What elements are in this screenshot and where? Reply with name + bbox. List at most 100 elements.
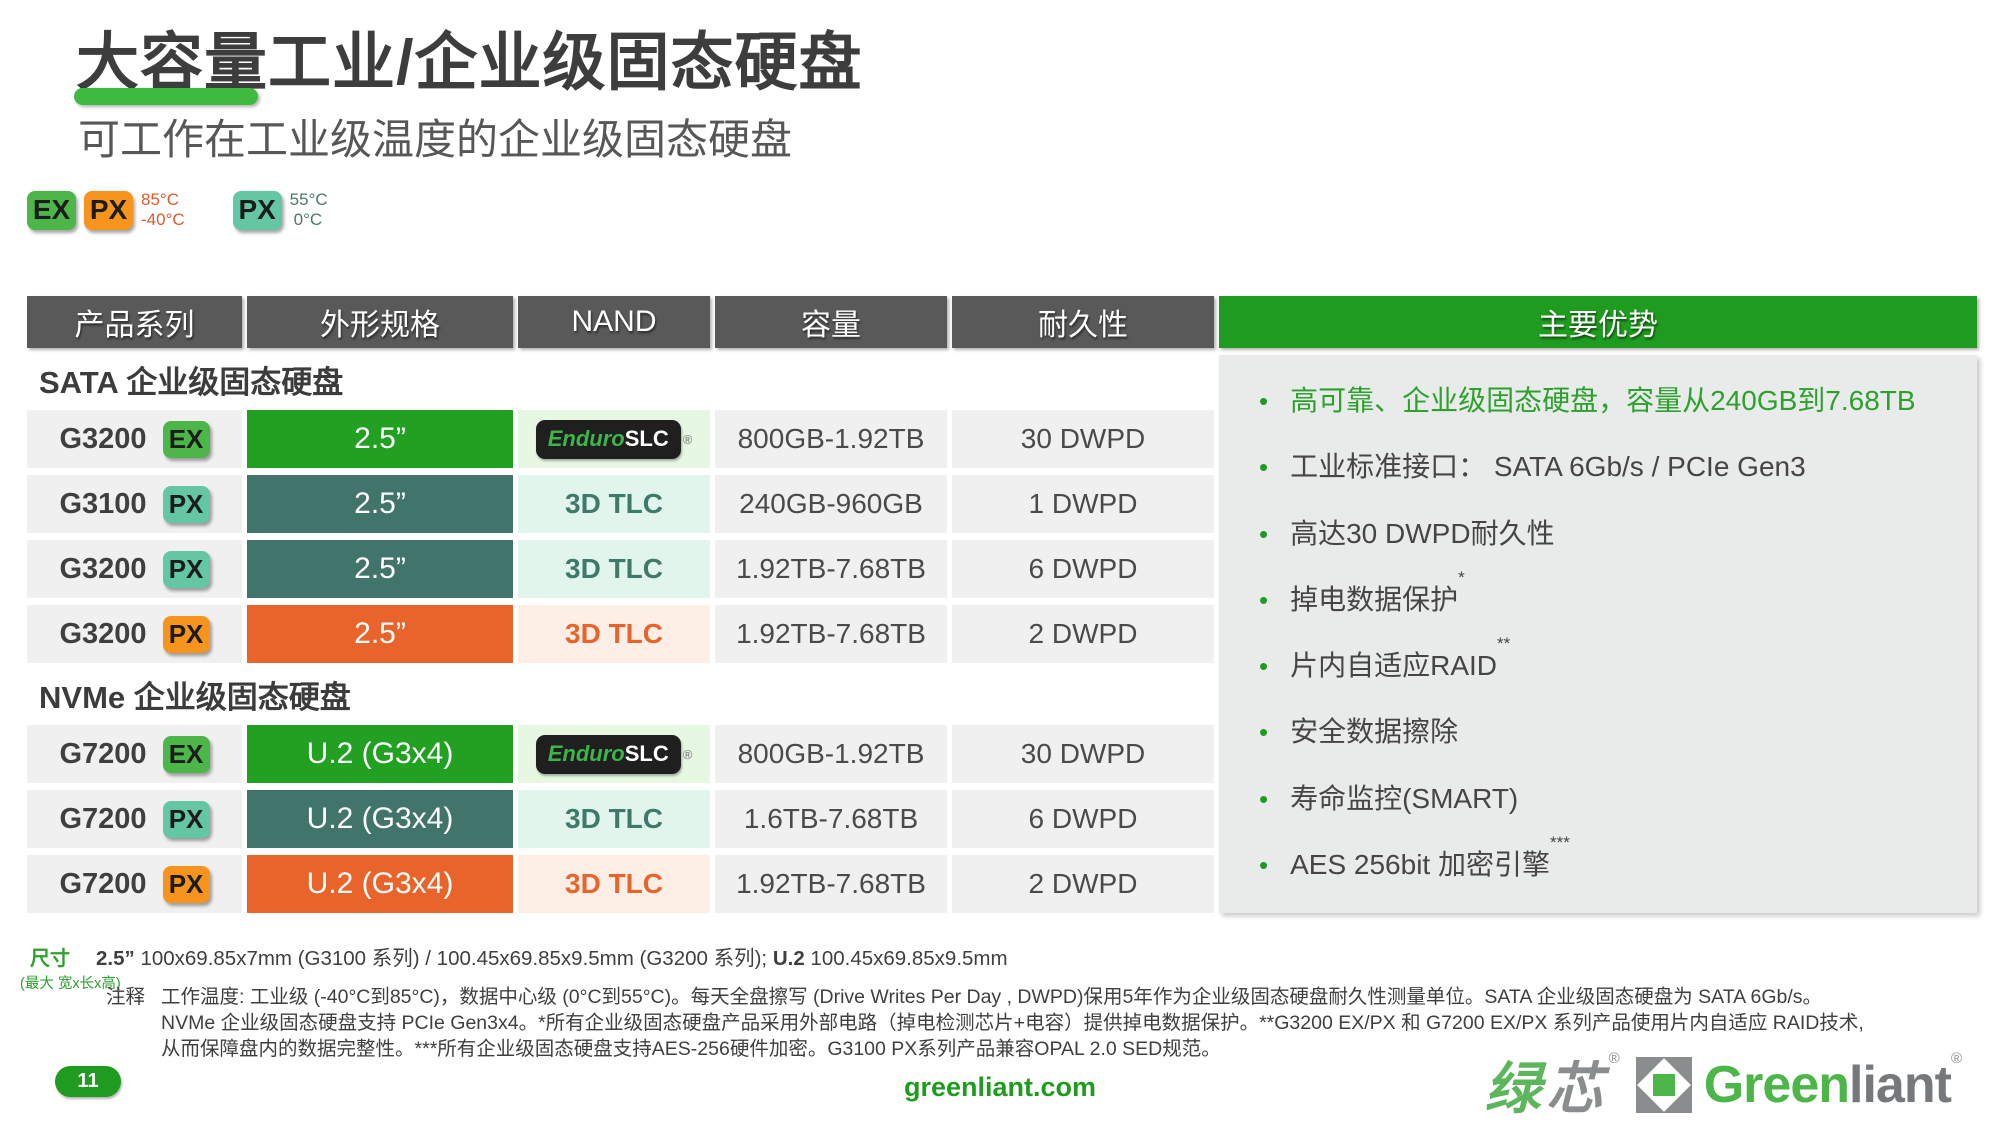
advantage-text: 掉电数据保护* <box>1290 567 1465 615</box>
col-header-nand: NAND <box>518 296 710 348</box>
endurance-cell: 1 DWPD <box>952 475 1214 533</box>
col-header-product-series: 产品系列 <box>27 296 242 348</box>
table-row-product: G3200 PX <box>27 540 242 598</box>
px-badge: PX <box>162 615 210 653</box>
px-datacenter-badge: PX <box>232 190 282 230</box>
product-name: G7200 <box>59 867 147 900</box>
advantage-text: 高达30 DWPD耐久性 <box>1290 517 1555 549</box>
registered-mark: ® <box>682 431 693 447</box>
industrial-temp-range: 85°C -40°C <box>141 190 185 230</box>
logo-english-text: Greenliant <box>1703 1055 1952 1114</box>
datacenter-temp-range: 55°C 0°C <box>290 190 328 230</box>
registered-mark: ® <box>1608 1050 1620 1067</box>
bullet-icon: • <box>1259 452 1269 483</box>
product-name: G7200 <box>59 737 147 770</box>
page-title: 大容量工业/企业级固态硬盘 <box>76 28 863 98</box>
note-line: NVMe 企业级固态硬盘支持 PCIe Gen3x4。*所有企业级固态硬盘产品采… <box>161 1012 1864 1034</box>
bullet-icon: • <box>1259 584 1269 615</box>
product-table: 产品系列 外形规格 NAND 容量 耐久性 主要优势 • 高可靠、企业级固态硬盘… <box>27 296 1977 913</box>
product-name: G3200 <box>59 617 147 650</box>
capacity-cell: 240GB-960GB <box>715 475 947 533</box>
px-badge: PX <box>162 485 210 523</box>
section-label-sata: SATA 企业级固态硬盘 <box>27 355 1214 403</box>
note-line: 工作温度: 工业级 (-40°C到85°C)，数据中心级 (0°C到55°C)。… <box>161 986 1823 1008</box>
product-name: G7200 <box>59 802 147 835</box>
col-header-form-factor: 外形规格 <box>247 296 513 348</box>
capacity-cell: 800GB-1.92TB <box>715 725 947 783</box>
green-square-shape <box>1652 1073 1675 1096</box>
dimensions-sublabel: (最大 宽x长x高) <box>20 976 121 992</box>
greenliant-logo: 绿芯 ® Greenliant ® <box>1485 1044 1962 1125</box>
nand-cell: 3D TLC <box>518 475 710 533</box>
table-row-product: G3100 PX <box>27 475 242 533</box>
notes-text: 工作温度: 工业级 (-40°C到85°C)，数据中心级 (0°C到55°C)。… <box>161 984 1864 1062</box>
ex-badge: EX <box>162 420 210 458</box>
logo-chinese-text: 绿芯 <box>1484 1057 1609 1120</box>
advantage-item: • 高达30 DWPD耐久性 <box>1259 512 1959 552</box>
table-row-product: G3200 EX <box>27 410 242 468</box>
advantage-text: 高可靠、企业级固态硬盘，容量从240GB到7.68TB <box>1290 385 1916 416</box>
website-link[interactable]: greenliant.com <box>903 1072 1097 1102</box>
datacenter-temp-low: 0°C <box>293 210 323 229</box>
table-row-product: G3200 PX <box>27 605 242 663</box>
title-underline-bar <box>74 88 258 105</box>
notes-label: 注释 <box>106 986 146 1008</box>
capacity-cell: 1.92TB-7.68TB <box>715 855 947 913</box>
advantage-item: • AES 256bit 加密引擎*** <box>1259 833 1959 883</box>
industrial-temp-low: -40°C <box>141 210 185 229</box>
note-line: 从而保障盘内的数据完整性。***所有企业级固态硬盘支持AES-256硬件加密。G… <box>161 1038 1221 1060</box>
footnotes: 注释 工作温度: 工业级 (-40°C到85°C)，数据中心级 (0°C到55°… <box>106 984 1864 1062</box>
advantage-text: 安全数据擦除 <box>1290 716 1459 748</box>
form-factor-cell: 2.5” <box>247 540 513 598</box>
temperature-legend: EX PX 85°C -40°C PX 55°C 0°C <box>27 190 328 230</box>
key-advantages-panel: • 高可靠、企业级固态硬盘，容量从240GB到7.68TB • 工业标准接口： … <box>1219 355 1977 913</box>
form-factor-cell: 2.5” <box>247 605 513 663</box>
bullet-icon: • <box>1259 849 1269 880</box>
bullet-icon: • <box>1259 518 1269 549</box>
advantage-text: 片内自适应RAID** <box>1290 634 1511 682</box>
nand-cell: 3D TLC <box>518 855 710 913</box>
dimensions-label: 尺寸 <box>30 948 70 970</box>
nand-cell: EnduroSLC ® <box>518 725 710 783</box>
form-factor-cell: 2.5” <box>247 475 513 533</box>
industrial-temp-high: 85°C <box>141 190 179 209</box>
px-badge: PX <box>162 800 210 838</box>
form-factor-cell: U.2 (G3x4) <box>247 855 513 913</box>
enduroslc-badge: EnduroSLC <box>535 734 681 774</box>
greenliant-diamond-icon <box>1635 1056 1692 1113</box>
nand-cell: 3D TLC <box>518 605 710 663</box>
nand-cell: 3D TLC <box>518 540 710 598</box>
capacity-cell: 800GB-1.92TB <box>715 410 947 468</box>
ex-badge: EX <box>162 735 210 773</box>
section-label-nvme: NVMe 企业级固态硬盘 <box>27 670 1214 718</box>
px-badge: PX <box>162 865 210 903</box>
col-header-capacity: 容量 <box>715 296 947 348</box>
table-row-product: G7200 PX <box>27 790 242 848</box>
dimensions-note: 尺寸 2.5” 100x69.85x7mm (G3100 系列) / 100.4… <box>30 941 1008 971</box>
bullet-icon: • <box>1259 651 1269 682</box>
advantage-item: • 高可靠、企业级固态硬盘，容量从240GB到7.68TB <box>1259 379 1959 419</box>
table-row-product: G7200 EX <box>27 725 242 783</box>
endurance-cell: 2 DWPD <box>952 855 1214 913</box>
product-name: G3100 <box>59 487 147 520</box>
advantage-item: • 安全数据擦除 <box>1259 710 1959 750</box>
col-header-endurance: 耐久性 <box>952 296 1214 348</box>
capacity-cell: 1.6TB-7.68TB <box>715 790 947 848</box>
nand-cell: 3D TLC <box>518 790 710 848</box>
form-factor-cell: U.2 (G3x4) <box>247 790 513 848</box>
bullet-icon: • <box>1259 717 1269 748</box>
bullet-icon: • <box>1259 386 1269 416</box>
endurance-cell: 6 DWPD <box>952 540 1214 598</box>
bullet-icon: • <box>1259 783 1269 814</box>
capacity-cell: 1.92TB-7.68TB <box>715 605 947 663</box>
product-name: G3200 <box>59 552 147 585</box>
product-name: G3200 <box>59 422 147 455</box>
registered-mark: ® <box>1950 1050 1962 1067</box>
advantage-item: • 工业标准接口： SATA 6Gb/s / PCIe Gen3 <box>1259 445 1959 485</box>
advantage-text: 寿命监控(SMART) <box>1290 782 1519 814</box>
nand-cell: EnduroSLC ® <box>518 410 710 468</box>
page-subtitle: 可工作在工业级温度的企业级固态硬盘 <box>78 116 793 163</box>
datacenter-temp-high: 55°C <box>289 190 328 209</box>
px-badge: PX <box>162 550 210 588</box>
capacity-cell: 1.92TB-7.68TB <box>715 540 947 598</box>
